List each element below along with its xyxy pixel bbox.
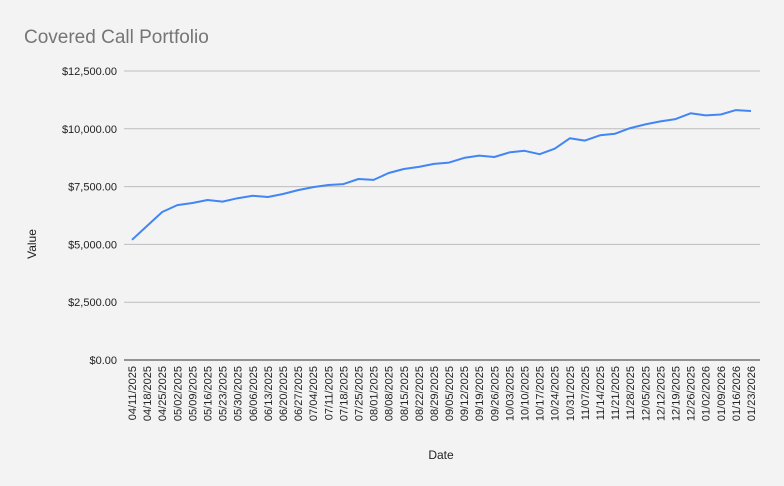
data-point: [675, 118, 677, 120]
x-tick-label: 09/12/2025: [459, 366, 471, 421]
x-tick-label: 05/09/2025: [187, 366, 199, 421]
x-tick-label: 05/02/2025: [172, 366, 184, 421]
x-axis-label: Date: [428, 448, 454, 462]
x-tick-label: 08/22/2025: [414, 366, 426, 421]
data-point: [478, 155, 480, 157]
data-point: [539, 153, 541, 155]
x-tick-label: 06/13/2025: [263, 366, 275, 421]
x-tick-label: 01/16/2026: [731, 366, 743, 421]
data-point: [690, 112, 692, 114]
data-point: [357, 178, 359, 180]
x-tick-label: 06/06/2025: [248, 366, 260, 421]
data-point: [750, 110, 752, 112]
x-tick-label: 07/11/2025: [323, 366, 335, 420]
y-tick-label: $5,000.00: [68, 239, 117, 251]
x-tick-label: 10/17/2025: [535, 366, 547, 421]
x-axis-ticks: 04/11/2025 04/18/2025 04/25/2025 05/02/2025…: [127, 366, 758, 421]
data-point: [222, 201, 224, 203]
x-tick-label: 11/21/2025: [610, 366, 622, 420]
data-point: [312, 186, 314, 188]
gridlines: [124, 70, 760, 361]
data-point: [131, 239, 133, 241]
x-tick-label: 07/18/2025: [338, 366, 350, 421]
data-point: [433, 163, 435, 165]
x-tick-label: 01/23/2026: [746, 366, 758, 421]
x-tick-label: 08/08/2025: [384, 366, 396, 421]
data-point: [403, 168, 405, 170]
y-tick-label: $0.00: [89, 355, 117, 367]
data-point: [569, 137, 571, 139]
x-tick-label: 11/07/2025: [580, 366, 592, 420]
x-tick-label: 08/01/2025: [369, 366, 381, 421]
data-point: [448, 162, 450, 164]
y-tick-label: $12,500.00: [62, 66, 117, 78]
x-tick-label: 04/25/2025: [157, 366, 169, 421]
data-point: [176, 204, 178, 206]
y-tick-label: $10,000.00: [62, 124, 117, 136]
data-point: [463, 157, 465, 159]
data-point: [267, 196, 269, 198]
data-point: [720, 113, 722, 115]
x-tick-label: 06/20/2025: [278, 366, 290, 421]
data-point: [554, 148, 556, 150]
x-tick-label: 01/09/2026: [716, 366, 728, 421]
data-point: [237, 197, 239, 199]
x-tick-label: 09/19/2025: [474, 366, 486, 421]
y-axis-label: Value: [25, 229, 39, 259]
x-tick-label: 05/23/2025: [218, 366, 230, 421]
data-point: [282, 193, 284, 195]
x-tick-label: 09/05/2025: [444, 366, 456, 421]
x-tick-label: 01/02/2026: [701, 366, 713, 421]
chart-title: Covered Call Portfolio: [24, 27, 209, 48]
series-line-value: [131, 109, 752, 241]
x-tick-label: 06/27/2025: [293, 366, 305, 421]
data-point: [735, 109, 737, 111]
x-tick-label: 12/12/2025: [655, 366, 667, 421]
x-tick-label: 09/26/2025: [489, 366, 501, 421]
x-tick-label: 05/30/2025: [233, 366, 245, 421]
data-point: [252, 195, 254, 197]
data-point: [373, 179, 375, 181]
data-point: [659, 120, 661, 122]
data-point: [508, 151, 510, 153]
y-tick-label: $7,500.00: [68, 182, 117, 194]
data-point: [614, 133, 616, 135]
x-tick-label: 11/28/2025: [625, 366, 637, 420]
data-point: [388, 172, 390, 174]
data-point: [297, 189, 299, 191]
x-tick-label: 08/29/2025: [429, 366, 441, 421]
y-axis-ticks: $0.00 $2,500.00 $5,000.00 $7,500.00 $10,000.…: [62, 66, 117, 367]
data-point: [191, 202, 193, 204]
x-tick-label: 07/04/2025: [308, 366, 320, 421]
y-tick-label: $2,500.00: [68, 297, 117, 309]
x-tick-label: 08/15/2025: [399, 366, 411, 421]
data-point: [146, 225, 148, 227]
data-point: [584, 140, 586, 142]
data-point: [206, 199, 208, 201]
x-tick-label: 07/25/2025: [353, 366, 365, 421]
data-point: [418, 166, 420, 168]
data-point: [493, 156, 495, 158]
x-tick-label: 10/03/2025: [504, 366, 516, 421]
data-point: [524, 150, 526, 152]
data-point: [599, 134, 601, 136]
x-tick-label: 10/10/2025: [520, 366, 532, 421]
x-tick-label: 05/16/2025: [202, 366, 214, 421]
data-point: [629, 127, 631, 129]
data-point: [644, 123, 646, 125]
x-tick-label: 04/11/2025: [127, 366, 139, 420]
x-tick-label: 10/31/2025: [565, 366, 577, 421]
x-tick-label: 12/19/2025: [671, 366, 683, 421]
x-tick-label: 04/18/2025: [142, 366, 154, 421]
data-point: [342, 183, 344, 185]
x-tick-label: 11/14/2025: [595, 366, 607, 420]
data-point: [705, 114, 707, 116]
data-point: [161, 211, 163, 213]
data-point: [327, 184, 329, 186]
x-tick-label: 10/24/2025: [550, 366, 562, 421]
x-tick-label: 12/05/2025: [640, 366, 652, 421]
x-tick-label: 12/26/2025: [686, 366, 698, 421]
